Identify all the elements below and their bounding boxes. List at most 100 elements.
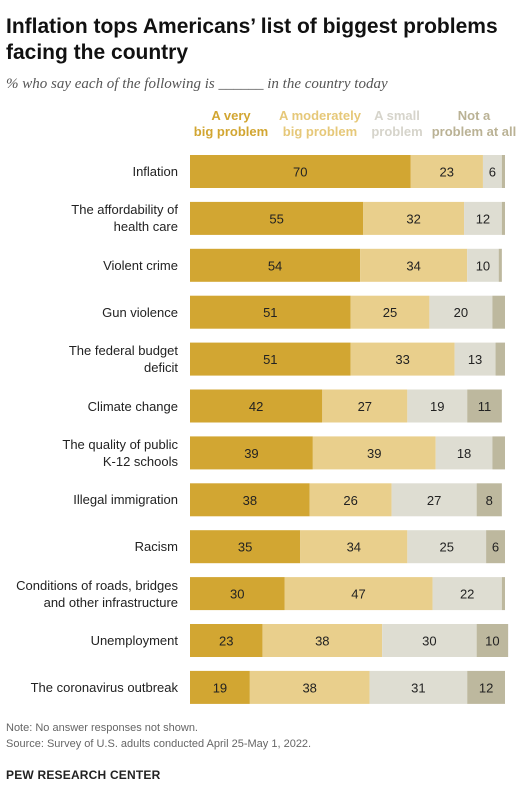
data-label-very-big: 70 <box>293 165 307 180</box>
chart-source: Source: Survey of U.S. adults conducted … <box>6 738 312 750</box>
data-label-moderately-big: 34 <box>347 540 361 555</box>
data-label-moderately-big: 27 <box>358 399 372 414</box>
data-label-moderately-big: 26 <box>343 493 357 508</box>
data-label-small: 20 <box>454 305 468 320</box>
category-label-line: K-12 schools <box>102 453 178 469</box>
category-label-line: Unemployment <box>90 633 178 648</box>
data-label-small: 10 <box>476 258 490 273</box>
org-name: PEW RESEARCH CENTER <box>6 768 161 782</box>
category-label-line: Violent crime <box>103 257 178 273</box>
chart-title: Inflation tops Americans’ list of bigges… <box>6 15 498 64</box>
category-label: The affordability of health care <box>71 201 178 235</box>
category-label-line: The federal budget <box>68 343 178 359</box>
category-label-line: Illegal immigration <box>73 492 178 508</box>
bar-segment-moderately-big <box>363 201 465 235</box>
category-label-line: The quality of public <box>62 436 178 452</box>
bar-segment-small <box>432 577 502 611</box>
data-label-not-at-all: 10 <box>485 634 499 649</box>
data-label-very-big: 54 <box>268 258 282 273</box>
bar-segment-not-at-all <box>501 577 505 611</box>
bar-segment-moderately-big <box>309 483 392 517</box>
chart-subtitle: % who say each of the following is _____… <box>6 76 388 92</box>
data-label-small: 6 <box>489 165 496 180</box>
bar-segment-moderately-big <box>410 155 483 188</box>
bar-segment-not-at-all <box>501 201 505 235</box>
category-label: The quality of public K-12 schools <box>62 436 178 470</box>
category-label: Inflation <box>132 163 178 180</box>
category-label: Unemployment <box>91 632 178 649</box>
category-label-line: Conditions of roads, bridges <box>16 577 178 593</box>
bar-segment-small <box>407 530 487 564</box>
data-label-small: 13 <box>468 352 482 367</box>
category-label-line: and other infrastructure <box>43 594 178 610</box>
category-label: Climate change <box>88 398 178 415</box>
data-label-moderately-big: 39 <box>367 446 381 461</box>
data-label-moderately-big: 34 <box>406 258 420 273</box>
legend-small-line2: problem <box>371 124 423 139</box>
data-label-very-big: 30 <box>230 587 244 602</box>
category-label-line: Racism <box>134 539 178 555</box>
bar-segment-small <box>464 201 502 235</box>
bar-segment-very-big <box>190 201 364 235</box>
category-label-line: The coronavirus outbreak <box>30 679 178 695</box>
category-label-line: The affordability of <box>71 202 178 218</box>
bar-segment-not-at-all <box>495 342 505 376</box>
bar-segment-moderately-big <box>350 342 455 376</box>
category-label: Racism <box>135 538 178 555</box>
data-label-moderately-big: 25 <box>383 305 397 320</box>
category-label-line: Gun violence <box>102 304 178 320</box>
bar-segment-small <box>391 483 477 517</box>
category-label-line: Climate change <box>87 398 178 414</box>
legend-very-big-line1: A very <box>211 108 251 123</box>
bar-segment-moderately-big <box>300 530 408 564</box>
legend-very-big: A very big problem <box>186 108 276 140</box>
bar-segment-very-big <box>190 670 250 704</box>
bar-segment-not-at-all <box>467 670 505 704</box>
bar-segment-small <box>369 670 468 704</box>
legend-moderately-big-line1: A moderately <box>279 108 361 123</box>
legend-small-line1: A small <box>374 108 420 123</box>
data-label-small: 12 <box>476 211 490 226</box>
data-label-very-big: 51 <box>263 352 277 367</box>
legend-not-at-all: Not a problem at all <box>424 108 524 140</box>
bar-segment-very-big <box>190 624 263 657</box>
data-label-not-at-all: 8 <box>486 493 493 508</box>
data-label-not-at-all: 11 <box>478 399 492 414</box>
legend-not-at-all-line1: Not a <box>457 108 491 123</box>
bar-segment-very-big <box>190 389 323 423</box>
bar-segment-not-at-all <box>476 483 502 517</box>
bar-segment-very-big <box>190 342 351 376</box>
data-label-very-big: 35 <box>238 540 252 555</box>
bar-segment-very-big <box>190 436 313 470</box>
legend-not-at-all-line2: problem at all <box>431 124 517 139</box>
bar-segment-not-at-all <box>486 530 505 564</box>
data-label-very-big: 51 <box>263 305 277 320</box>
bar-segment-not-at-all <box>498 248 502 282</box>
bar-segment-moderately-big <box>262 624 383 657</box>
data-label-small: 18 <box>457 446 471 461</box>
data-label-moderately-big: 38 <box>302 680 316 695</box>
data-label-moderately-big: 33 <box>395 352 409 367</box>
category-label-line: deficit <box>144 360 178 376</box>
legend-moderately-big: A moderately big problem <box>270 108 370 140</box>
data-label-very-big: 23 <box>219 634 233 649</box>
data-label-moderately-big: 47 <box>351 587 365 602</box>
chart-note: Note: No answer responses not shown. <box>6 722 198 734</box>
data-label-very-big: 39 <box>244 446 258 461</box>
bar-segment-small <box>407 389 468 423</box>
category-label: The coronavirus outbreak <box>31 679 178 696</box>
bar-segment-very-big <box>190 295 351 329</box>
bar-segment-moderately-big <box>284 577 433 611</box>
data-label-not-at-all: 12 <box>479 680 493 695</box>
bar-segment-very-big <box>190 483 310 517</box>
data-label-small: 25 <box>439 540 453 555</box>
category-label: Gun violence <box>102 304 178 321</box>
category-label: Violent crime <box>103 257 178 274</box>
bar-segment-very-big <box>190 577 285 611</box>
bar-segment-moderately-big <box>312 436 436 470</box>
bar-segment-not-at-all <box>492 295 505 329</box>
category-label-line: health care <box>113 219 178 235</box>
category-label: Illegal immigration <box>73 491 178 508</box>
category-label-line: Inflation <box>132 164 178 179</box>
